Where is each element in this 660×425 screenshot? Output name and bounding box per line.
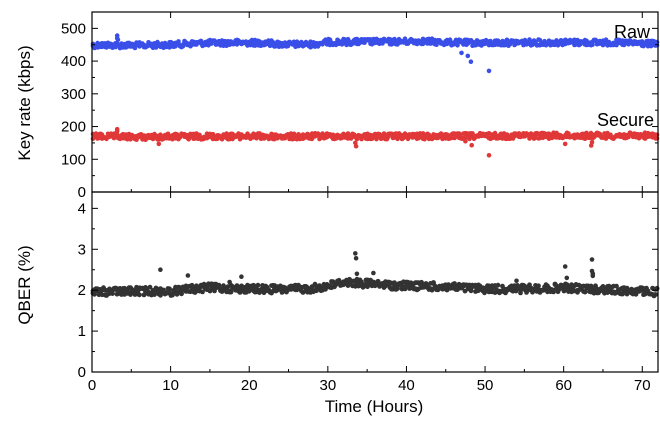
- bottom-y-ticks: 0 1 2 3 4: [78, 200, 658, 381]
- y-tick-label: 200: [61, 119, 86, 136]
- x-tick-label: 0: [88, 377, 96, 394]
- series-0-points: [90, 251, 660, 299]
- outlier-point: [266, 136, 272, 142]
- series-0-points: [90, 33, 660, 74]
- data-point: [518, 290, 523, 296]
- data-point: [147, 284, 153, 290]
- outlier-point: [156, 141, 162, 147]
- x-tick-label: 10: [162, 377, 179, 394]
- x-tick-label: 60: [555, 377, 572, 394]
- outlier-point: [371, 270, 376, 276]
- outlier-point: [562, 141, 568, 147]
- y-tick-label: 0: [78, 184, 86, 201]
- data-point: [653, 292, 658, 297]
- data-point: [582, 289, 588, 295]
- y-tick-label: 500: [61, 20, 86, 37]
- outlier-point: [115, 37, 121, 43]
- outlier-point: [463, 139, 468, 144]
- x-tick-label: 40: [398, 377, 415, 394]
- outlier-point: [114, 128, 120, 134]
- y-tick-label: 0: [78, 364, 86, 381]
- bottom-points: [90, 251, 660, 299]
- outlier-point: [354, 271, 360, 277]
- bottom-y-axis-label: QBER (%): [15, 245, 34, 324]
- x-tick-label: 50: [477, 377, 494, 394]
- outlier-point: [353, 255, 359, 261]
- outlier-point: [468, 59, 474, 64]
- x-axis-label: Time (Hours): [325, 397, 424, 416]
- outlier-point: [185, 273, 191, 278]
- outlier-point: [486, 68, 492, 74]
- panel-top: 0 100 200 300 400 500 Raw Secure Key rate (kb…: [15, 11, 660, 201]
- y-tick-label: 3: [78, 241, 86, 258]
- outlier-point: [562, 264, 568, 269]
- data-point: [500, 283, 505, 289]
- outlier-point: [459, 50, 464, 56]
- top-y-axis-label: Key rate (kbps): [15, 45, 34, 160]
- series-label-raw: Raw: [614, 22, 651, 42]
- x-ticks: 0 10 20 30 40 50 60 70: [88, 12, 651, 394]
- y-tick-label: 4: [78, 200, 86, 217]
- top-points: [90, 33, 660, 158]
- outlier-point: [227, 279, 232, 285]
- data-point: [110, 291, 115, 296]
- data-point: [137, 292, 142, 298]
- data-point: [654, 132, 660, 138]
- outlier-point: [589, 257, 595, 262]
- y-tick-label: 400: [61, 53, 86, 70]
- outlier-point: [469, 142, 475, 148]
- data-point: [228, 289, 234, 295]
- top-y-ticks: 0 100 200 300 400 500: [61, 20, 658, 201]
- y-tick-label: 1: [78, 323, 86, 340]
- data-point: [492, 130, 498, 136]
- outlier-point: [564, 275, 570, 281]
- outlier-point: [590, 273, 596, 279]
- outlier-point: [158, 267, 163, 273]
- outlier-point: [486, 153, 492, 158]
- data-point: [200, 289, 205, 295]
- outlier-point: [239, 274, 244, 280]
- series-1-points: [90, 126, 660, 158]
- data-point: [495, 282, 501, 288]
- data-point: [167, 286, 172, 292]
- data-point: [158, 132, 163, 137]
- y-tick-label: 2: [78, 282, 86, 299]
- data-point: [614, 283, 619, 289]
- outlier-point: [514, 278, 519, 284]
- panel-bottom: 0 1 2 3 4 0 10 20 30 40 50 60 70 QBER (%) Time (Hou…: [15, 12, 660, 416]
- data-point: [255, 282, 261, 288]
- data-point: [179, 291, 184, 296]
- x-tick-label: 70: [634, 377, 651, 394]
- x-tick-label: 20: [241, 377, 258, 394]
- outlier-point: [465, 53, 471, 59]
- outlier-point: [353, 143, 359, 149]
- bottom-plot-frame: [91, 191, 659, 373]
- y-tick-label: 300: [61, 86, 86, 103]
- outlier-point: [589, 140, 595, 145]
- data-point: [170, 292, 175, 298]
- data-point: [470, 131, 475, 136]
- outlier-point: [186, 137, 191, 142]
- outlier-point: [353, 251, 358, 256]
- series-label-secure: Secure: [597, 110, 654, 130]
- y-tick-label: 100: [61, 151, 86, 168]
- x-tick-label: 30: [319, 377, 336, 394]
